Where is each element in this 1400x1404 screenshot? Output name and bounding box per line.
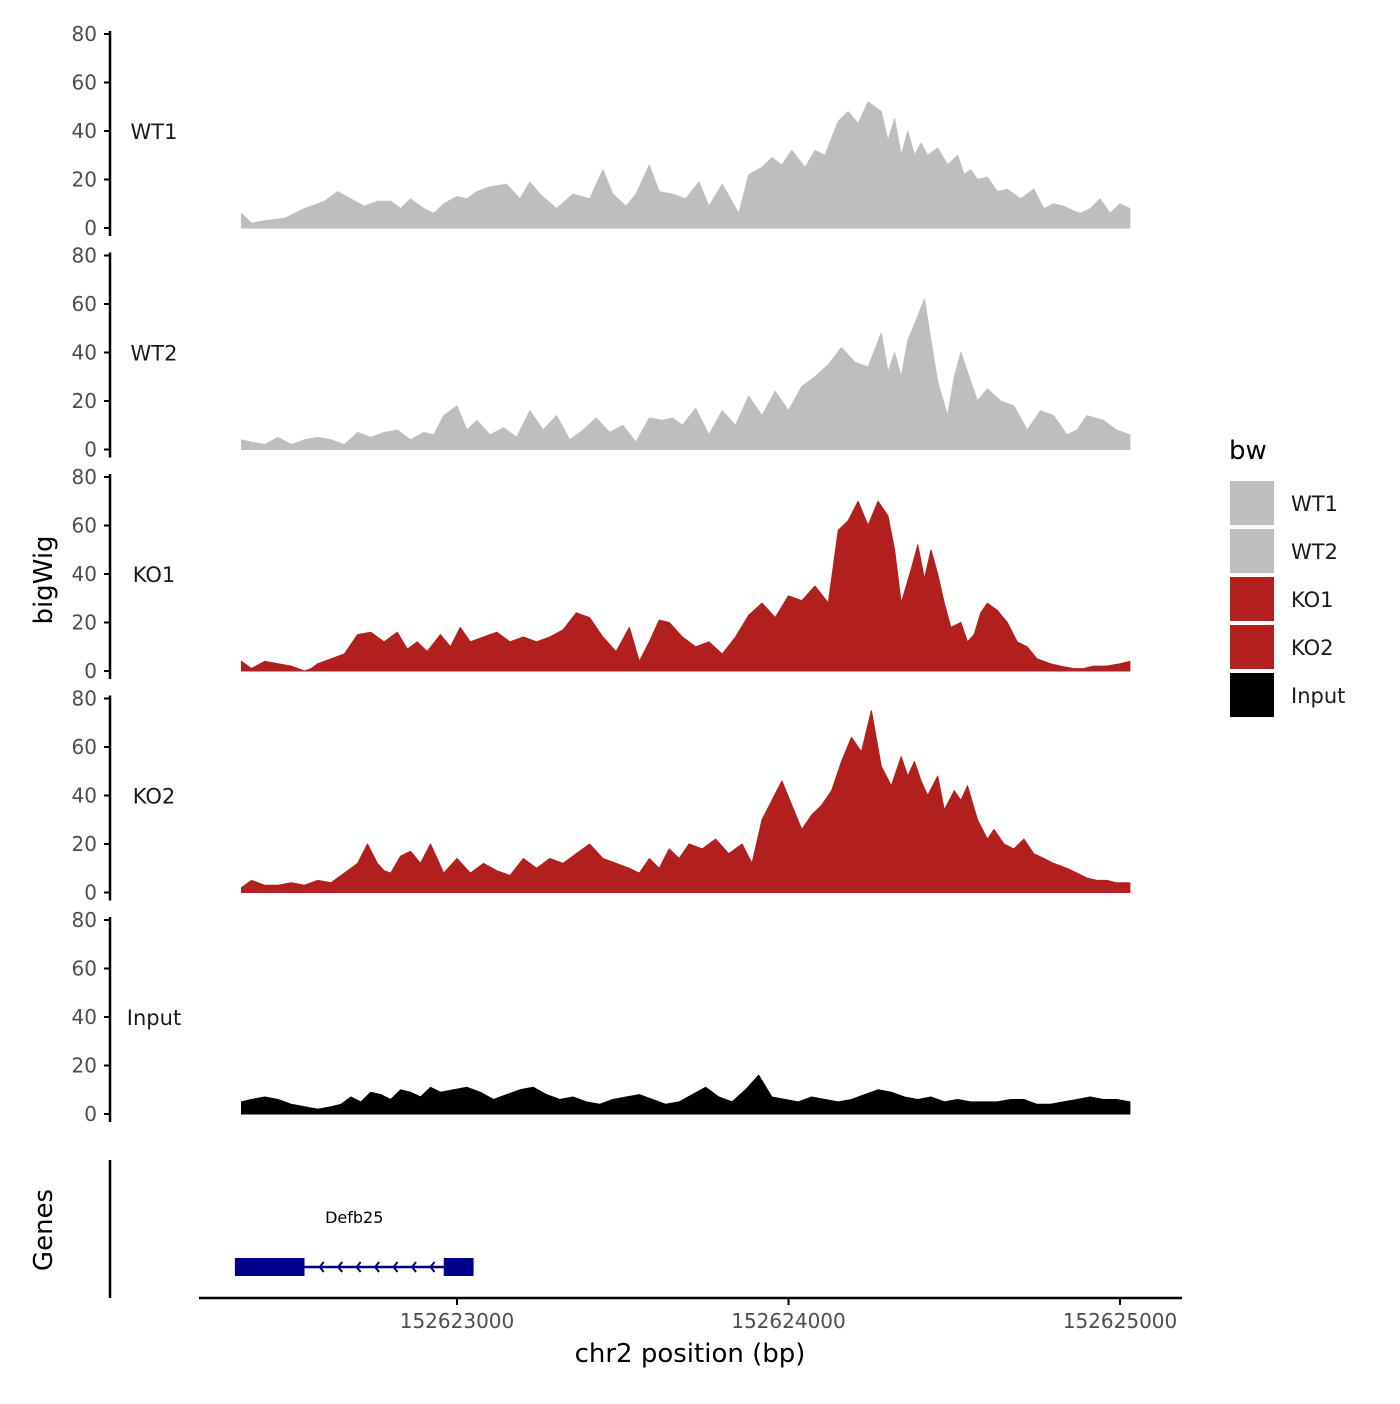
y-tick-label: 60 bbox=[72, 514, 97, 538]
gene-models: Defb25 bbox=[234, 1208, 474, 1276]
y-tick-label: 0 bbox=[84, 216, 97, 240]
legend-entry-ko1: KO1 bbox=[1228, 575, 1334, 623]
y-tick-label: 40 bbox=[72, 562, 97, 586]
y-tick-label: 0 bbox=[84, 659, 97, 683]
legend-label: Input bbox=[1291, 684, 1345, 708]
track-label: KO1 bbox=[133, 563, 176, 587]
coverage-area-input bbox=[241, 1074, 1131, 1115]
strand-arrow bbox=[373, 1261, 380, 1273]
legend-entry-ko2: KO2 bbox=[1228, 623, 1334, 671]
y-tick-label: 60 bbox=[72, 71, 97, 95]
y-tick-label: 20 bbox=[72, 832, 97, 856]
y-tick-label: 80 bbox=[72, 244, 97, 268]
legend-entry-wt2: WT2 bbox=[1228, 527, 1338, 575]
strand-arrow bbox=[392, 1261, 399, 1273]
gene-label: Defb25 bbox=[325, 1208, 383, 1227]
y-tick-label: 40 bbox=[72, 119, 97, 143]
strand-arrow bbox=[429, 1261, 436, 1273]
y-tick-label: 40 bbox=[72, 341, 97, 365]
coverage-area-wt2 bbox=[241, 298, 1131, 450]
y-tick-label: 40 bbox=[72, 784, 97, 808]
x-ticks: 152623000 152624000 152625000 bbox=[400, 1298, 1178, 1333]
track-label: Input bbox=[127, 1006, 181, 1030]
y-tick-label: 20 bbox=[72, 611, 97, 635]
legend-label: KO1 bbox=[1291, 588, 1334, 612]
x-tick-label: 152625000 bbox=[1063, 1309, 1178, 1333]
legend-key bbox=[1228, 623, 1276, 671]
legend-label: KO2 bbox=[1291, 636, 1334, 660]
legend-entries: WT1 WT2 KO1 KO2 Input bbox=[1228, 479, 1345, 719]
y-tick-label: 80 bbox=[72, 908, 97, 932]
y-axis-title: bigWig bbox=[29, 535, 59, 624]
y-tick-label: 20 bbox=[72, 168, 97, 192]
coverage-tracks: 0 20 40 60 80 WT1 0 20 40 60 80 WT2 0 20 40 60 80 KO1 0 20 4… bbox=[72, 22, 1131, 1126]
legend-key bbox=[1228, 671, 1276, 719]
legend-title: bw bbox=[1229, 436, 1267, 466]
y-tick-label: 0 bbox=[84, 1102, 97, 1126]
y-tick-label: 0 bbox=[84, 438, 97, 462]
legend-key bbox=[1228, 479, 1276, 527]
track-input: 0 20 40 60 80 Input bbox=[72, 908, 1131, 1126]
gene-exon bbox=[443, 1258, 474, 1276]
x-tick-label: 152623000 bbox=[400, 1309, 515, 1333]
legend: bw WT1 WT2 KO1 KO2 Input bbox=[1228, 436, 1345, 719]
track-ko1: 0 20 40 60 80 KO1 bbox=[72, 465, 1131, 683]
y-tick-label: 60 bbox=[72, 957, 97, 981]
track-label: WT1 bbox=[131, 120, 178, 144]
strand-arrow bbox=[318, 1261, 325, 1273]
gene-panel-label: Genes bbox=[29, 1189, 59, 1271]
legend-key bbox=[1228, 575, 1276, 623]
track-wt1: 0 20 40 60 80 WT1 bbox=[72, 22, 1131, 240]
y-tick-label: 80 bbox=[72, 687, 97, 711]
x-axis-title: chr2 position (bp) bbox=[575, 1339, 806, 1369]
gene-panel: Genes Defb25 bbox=[29, 1160, 474, 1298]
y-tick-label: 60 bbox=[72, 735, 97, 759]
track-label: WT2 bbox=[131, 342, 178, 366]
y-tick-label: 80 bbox=[72, 465, 97, 489]
y-tick-label: 80 bbox=[72, 22, 97, 46]
strand-arrow bbox=[355, 1261, 362, 1273]
coverage-area-ko1 bbox=[241, 500, 1131, 672]
strand-arrow bbox=[410, 1261, 417, 1273]
gene-defb25: Defb25 bbox=[234, 1208, 474, 1276]
y-tick-label: 20 bbox=[72, 1054, 97, 1078]
legend-label: WT1 bbox=[1291, 492, 1338, 516]
legend-label: WT2 bbox=[1291, 540, 1338, 564]
y-tick-label: 40 bbox=[72, 1005, 97, 1029]
x-tick-label: 152624000 bbox=[731, 1309, 846, 1333]
y-tick-label: 20 bbox=[72, 389, 97, 413]
legend-entry-input: Input bbox=[1228, 671, 1345, 719]
track-wt2: 0 20 40 60 80 WT2 bbox=[72, 244, 1131, 462]
y-tick-label: 60 bbox=[72, 292, 97, 316]
legend-entry-wt1: WT1 bbox=[1228, 479, 1338, 527]
y-tick-label: 0 bbox=[84, 881, 97, 905]
strand-arrow bbox=[336, 1261, 343, 1273]
legend-key bbox=[1228, 527, 1276, 575]
coverage-area-wt1 bbox=[241, 101, 1131, 229]
track-ko2: 0 20 40 60 80 KO2 bbox=[72, 687, 1131, 905]
gene-exon bbox=[234, 1258, 305, 1276]
track-label: KO2 bbox=[133, 785, 176, 809]
coverage-area-ko2 bbox=[241, 710, 1131, 893]
x-axis: 152623000 152624000 152625000 chr2 positio… bbox=[199, 1296, 1182, 1369]
